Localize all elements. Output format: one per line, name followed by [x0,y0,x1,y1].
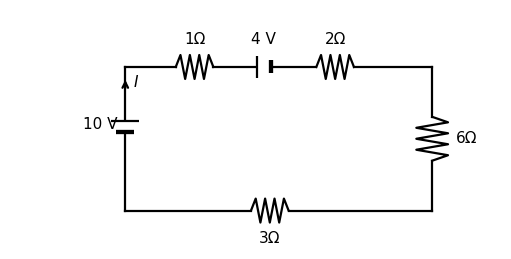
Text: 4 V: 4 V [251,32,276,47]
Text: 6Ω: 6Ω [456,131,477,146]
Text: 10 V: 10 V [83,117,118,132]
Text: 1Ω: 1Ω [184,32,205,47]
Text: 3Ω: 3Ω [259,231,281,246]
Text: I: I [134,75,138,90]
Text: 2Ω: 2Ω [324,32,346,47]
